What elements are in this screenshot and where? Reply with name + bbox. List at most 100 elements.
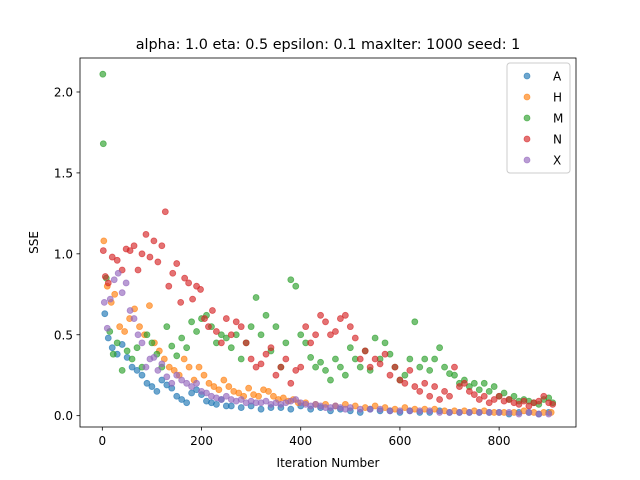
- data-point: [381, 339, 389, 347]
- data-point: [237, 355, 245, 363]
- data-point: [451, 363, 458, 371]
- data-point: [312, 331, 320, 339]
- data-point: [242, 339, 250, 347]
- data-point: [142, 363, 150, 371]
- data-point: [130, 315, 138, 322]
- data-point: [456, 383, 463, 390]
- data-point: [356, 363, 364, 371]
- data-point: [292, 366, 300, 374]
- data-point: [252, 363, 260, 371]
- data-point: [173, 260, 181, 267]
- data-point: [460, 379, 468, 387]
- data-point: [100, 237, 108, 245]
- data-point: [336, 315, 344, 322]
- data-point: [116, 323, 124, 331]
- data-point: [205, 379, 213, 387]
- data-point: [322, 318, 329, 326]
- data-point: [99, 140, 107, 148]
- data-point: [138, 371, 146, 379]
- data-point: [535, 410, 543, 418]
- data-point: [189, 295, 196, 303]
- data-point: [327, 376, 334, 384]
- data-point: [257, 405, 265, 413]
- data-point: [505, 409, 513, 416]
- data-point: [406, 407, 414, 415]
- data-point: [188, 389, 196, 397]
- data-point: [99, 247, 107, 254]
- data-point: [262, 397, 270, 405]
- data-point: [163, 323, 171, 331]
- data-point: [133, 366, 141, 374]
- data-point: [500, 389, 508, 397]
- data-point: [142, 231, 150, 238]
- data-point: [421, 355, 429, 363]
- data-point: [101, 310, 109, 318]
- x-axis: 0 200 400 600 800: [98, 427, 511, 448]
- data-point: [165, 363, 173, 371]
- data-point: [113, 339, 121, 347]
- data-point: [222, 334, 230, 342]
- data-point: [272, 371, 280, 379]
- data-point: [396, 376, 404, 384]
- data-point: [99, 70, 107, 78]
- data-point: [235, 389, 243, 397]
- data-point: [307, 339, 315, 347]
- data-point: [287, 276, 295, 284]
- data-point: [158, 376, 166, 384]
- data-point: [525, 402, 533, 410]
- data-point: [361, 347, 369, 355]
- data-point: [416, 387, 424, 395]
- data-point: [436, 409, 444, 416]
- data-point: [391, 363, 399, 371]
- data-point: [307, 354, 315, 361]
- data-point: [197, 286, 204, 293]
- legend-label-n: N: [553, 133, 562, 147]
- data-point: [351, 334, 359, 342]
- data-point: [282, 339, 290, 347]
- data-point: [165, 282, 173, 290]
- data-point: [203, 389, 210, 397]
- data-point: [104, 334, 112, 342]
- data-point: [371, 402, 379, 410]
- data-point: [168, 342, 176, 350]
- data-point: [270, 392, 277, 400]
- data-point: [146, 253, 154, 261]
- data-point: [108, 344, 116, 352]
- data-point: [138, 339, 146, 347]
- data-point: [169, 269, 177, 277]
- data-point: [485, 387, 493, 395]
- data-point: [406, 366, 414, 374]
- data-point: [386, 371, 394, 379]
- data-point: [485, 409, 493, 416]
- data-point: [126, 307, 134, 314]
- legend-label-a: A: [553, 70, 562, 84]
- data-point: [346, 344, 354, 352]
- data-point: [110, 276, 118, 284]
- data-point: [341, 371, 349, 379]
- y-axis-label: SSE: [27, 231, 41, 254]
- data-point: [222, 315, 230, 322]
- data-point: [188, 383, 196, 390]
- data-point: [118, 289, 126, 297]
- x-axis-label: Iteration Number: [277, 456, 380, 470]
- data-point: [148, 383, 156, 390]
- x-tick-label: 600: [388, 434, 411, 448]
- data-point: [401, 379, 409, 387]
- data-point: [193, 379, 200, 387]
- data-point: [161, 208, 169, 216]
- data-point: [215, 386, 223, 394]
- data-point: [366, 405, 374, 413]
- x-tick-label: 800: [488, 434, 511, 448]
- data-point: [470, 379, 478, 387]
- data-point: [436, 396, 444, 403]
- data-point: [111, 290, 119, 298]
- data-point: [183, 344, 191, 352]
- data-point: [302, 323, 310, 331]
- data-point: [470, 391, 478, 399]
- data-point: [411, 318, 419, 326]
- data-point: [262, 311, 270, 319]
- data-point: [341, 311, 349, 319]
- data-point: [217, 396, 225, 403]
